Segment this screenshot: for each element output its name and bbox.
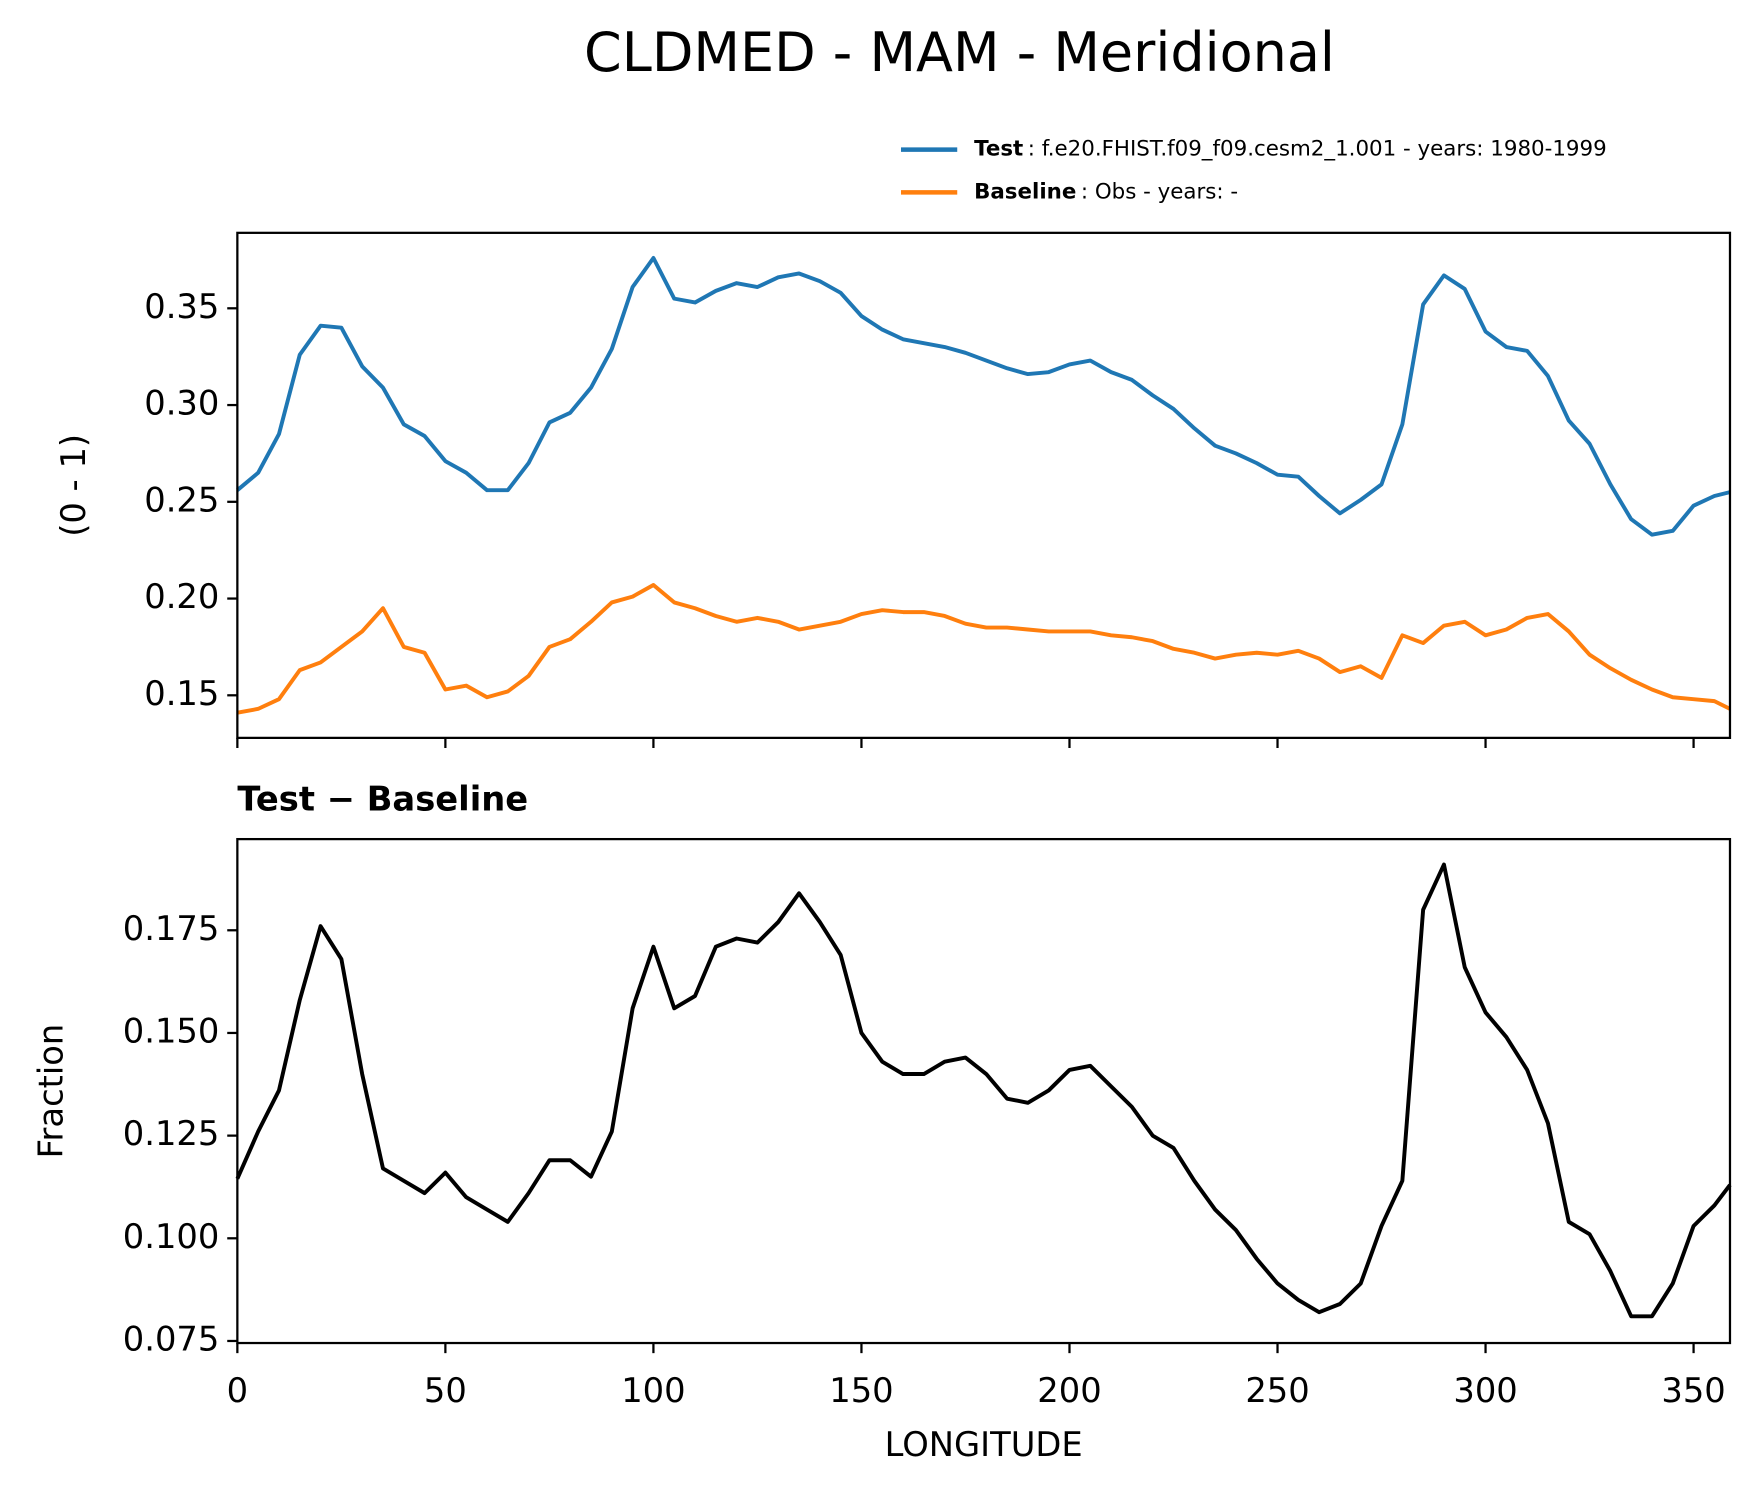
- y-tick-label: 0.175: [123, 909, 220, 948]
- y-tick-label: 0.20: [144, 577, 219, 616]
- y-tick-label: 0.125: [123, 1114, 220, 1153]
- y-tick-label: 0.075: [123, 1319, 220, 1358]
- y-tick-label: 0.35: [144, 287, 219, 326]
- x-tick-label: 100: [621, 1371, 685, 1410]
- data-line: [236, 256, 1731, 537]
- x-tick-label: 0: [227, 1371, 248, 1410]
- y-tick-label: 0.150: [123, 1011, 220, 1050]
- y-tick-label: 0.100: [123, 1217, 220, 1256]
- legend-detail: : f.e20.FHIST.f09_f09.cesm2_1.001 - year…: [1028, 137, 1607, 162]
- legend-name: Test: [974, 137, 1023, 162]
- x-tick-label: 50: [424, 1371, 467, 1410]
- y-axis-label: (0 - 1): [54, 434, 93, 537]
- panel-title: Test − Baseline: [237, 779, 528, 818]
- legend-label: Test: f.e20.FHIST.f09_f09.cesm2_1.001 - …: [974, 137, 1607, 162]
- y-tick-label: 0.15: [144, 674, 219, 713]
- legend-label: Baseline: Obs - years: -: [974, 179, 1238, 204]
- x-tick-label: 350: [1661, 1371, 1725, 1410]
- x-tick-label: 300: [1453, 1371, 1517, 1410]
- x-tick-label: 250: [1245, 1371, 1309, 1410]
- y-axis-label: Fraction: [31, 1024, 70, 1159]
- legend-name: Baseline: [974, 179, 1076, 204]
- y-tick-label: 0.30: [144, 384, 219, 423]
- legend-detail: : Obs - years: -: [1081, 179, 1238, 204]
- x-tick-label: 150: [829, 1371, 893, 1410]
- axes-frame: [236, 231, 1732, 740]
- x-tick-label: 200: [1037, 1371, 1101, 1410]
- axes-frame: [236, 837, 1732, 1345]
- data-line: [236, 583, 1731, 715]
- figure-title: CLDMED - MAM - Meridional: [584, 21, 1335, 84]
- data-line: [235, 862, 1732, 1319]
- y-tick-label: 0.25: [144, 480, 219, 519]
- x-axis-label: LONGITUDE: [885, 1425, 1083, 1464]
